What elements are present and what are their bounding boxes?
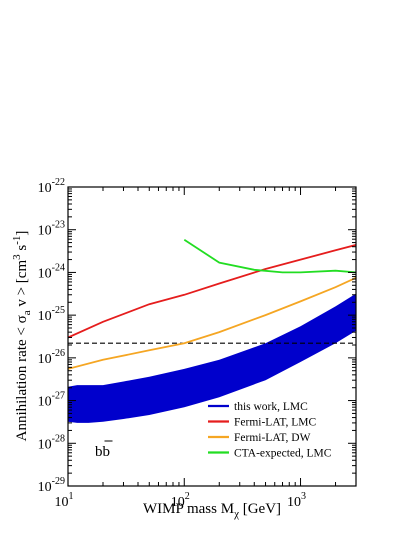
- y-tick-label: 10-29: [38, 476, 65, 495]
- y-tick-label: 10-25: [38, 305, 65, 324]
- x-tick-label: 101: [55, 491, 74, 510]
- plot-area: [68, 239, 356, 423]
- x-tick-label: 103: [287, 491, 306, 510]
- x-axis-label: WIMP mass Mχ [GeV]: [143, 501, 281, 520]
- y-tick-label: 10-24: [38, 262, 65, 281]
- series-line-0: [68, 244, 356, 339]
- y-tick-label: 10-26: [38, 348, 65, 367]
- legend-label-2: Fermi-LAT, DW: [234, 432, 311, 444]
- legend-label-0: this work, LMC: [234, 401, 308, 413]
- axis-tick-labels: 101 102 103 10-29 10-28 10-27 10-26 10-25 10-24 1…: [38, 177, 306, 510]
- plot-frame: [67, 186, 357, 487]
- series-lines: [68, 239, 356, 370]
- y-tick-label: 10-22: [38, 177, 65, 196]
- axis-ticks: [67, 186, 357, 487]
- y-tick-label: 10-28: [38, 433, 65, 452]
- series-line-2: [183, 239, 356, 274]
- legend-label-1: Fermi-LAT, LMC: [234, 417, 317, 429]
- series-line-1: [68, 276, 356, 370]
- y-tick-label: 10-27: [38, 391, 65, 410]
- legend: this work, LMC Fermi-LAT, LMC Fermi-LAT, D…: [208, 401, 332, 460]
- legend-label-3: CTA-expected, LMC: [234, 448, 332, 460]
- this-work-lmc-band: [68, 293, 356, 423]
- x-tick-label: 102: [171, 491, 190, 510]
- y-tick-label: 10-23: [38, 220, 65, 239]
- annotation-bb: bb: [95, 444, 110, 460]
- y-axis-label: Annihilation rate < σa v > [cm3 s-1]: [11, 231, 33, 442]
